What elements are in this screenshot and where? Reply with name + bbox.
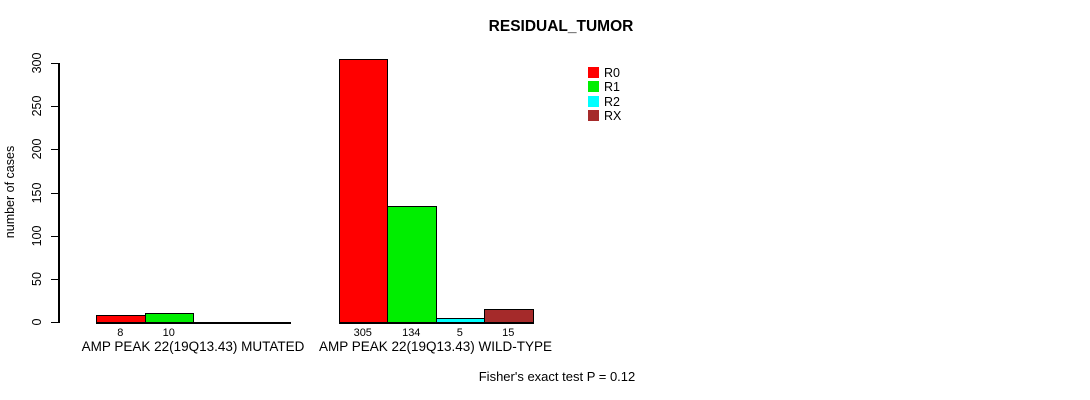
bar-rx-group-1 [484, 309, 534, 323]
bar-r1-group-0 [144, 313, 194, 323]
y-tick-100 [51, 235, 58, 237]
bar-r1-group-1 [387, 206, 437, 323]
y-tick-0 [51, 322, 58, 323]
fisher-test-annotation: Fisher's exact test P = 0.12 [478, 369, 636, 384]
legend-swatch-r2 [588, 95, 599, 107]
chart-title: RESIDUAL_TUMOR [488, 18, 634, 35]
y-tick-label-0: 0 [30, 318, 44, 326]
y-axis-line [58, 63, 60, 323]
bar-value-label-r0-group-1: 305 [353, 327, 372, 339]
y-tick-label-150: 150 [30, 182, 44, 203]
legend-label-rx: RX [604, 109, 622, 124]
bar-value-label-rx-group-1: 15 [502, 327, 515, 339]
bar-r2-group-1 [435, 317, 485, 323]
bar-value-label-r1-group-0: 10 [162, 327, 175, 339]
y-tick-50 [51, 278, 58, 280]
category-label-group-1: AMP PEAK 22(19Q13.43) WILD-TYPE [318, 339, 553, 354]
y-tick-150 [51, 192, 58, 194]
y-tick-label-250: 250 [30, 95, 44, 117]
bar-value-label-r2-group-1: 5 [456, 327, 463, 339]
category-label-group-0: AMP PEAK 22(19Q13.43) MUTATED [81, 339, 305, 354]
y-tick-250 [51, 106, 58, 108]
legend-label-r1: R1 [604, 80, 620, 95]
legend-swatch-rx [588, 110, 599, 122]
bar-r0-group-0 [96, 315, 146, 323]
y-tick-label-200: 200 [30, 138, 44, 160]
y-tick-label-300: 300 [30, 52, 44, 74]
bar-value-label-r0-group-0: 8 [117, 327, 124, 339]
legend-label-r2: R2 [604, 94, 620, 109]
legend-label-r0: R0 [604, 66, 620, 80]
y-tick-label-100: 100 [30, 225, 44, 247]
y-tick-label-50: 50 [30, 271, 44, 286]
bar-r0-group-1 [338, 58, 388, 323]
y-tick-300 [51, 63, 58, 64]
legend-swatch-r0 [588, 67, 599, 78]
y-tick-200 [51, 149, 58, 151]
legend-swatch-r1 [588, 81, 599, 93]
bar-value-label-r1-group-1: 134 [402, 327, 421, 339]
